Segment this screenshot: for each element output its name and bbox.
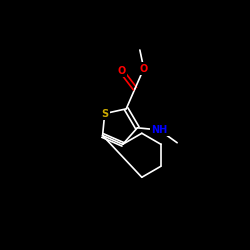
- Text: S: S: [101, 108, 108, 118]
- Text: NH: NH: [151, 125, 167, 135]
- Text: O: O: [117, 66, 125, 76]
- Text: O: O: [140, 64, 148, 74]
